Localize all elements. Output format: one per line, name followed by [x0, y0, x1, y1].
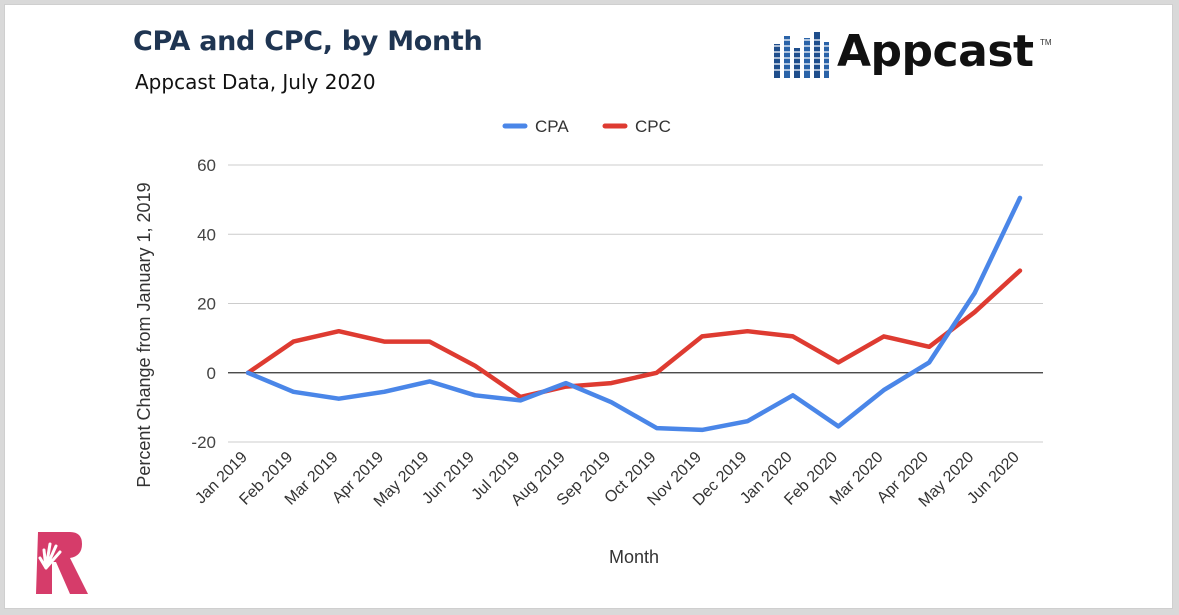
y-tick-label: 20 [197, 295, 216, 314]
y-tick-label: 40 [197, 225, 216, 244]
legend-label-cpc: CPC [635, 117, 671, 136]
chart-subtitle: Appcast Data, July 2020 [135, 70, 376, 94]
series-line-cpc [245, 268, 1023, 400]
y-tick-label: 0 [207, 364, 216, 383]
hand-logo-icon [36, 532, 88, 594]
series-line-cpa [245, 195, 1023, 433]
appcast-logo-text: Appcast [837, 26, 1034, 77]
legend-label-cpa: CPA [535, 117, 569, 136]
x-axis-title: Month [609, 547, 659, 567]
appcast-bars-icon [772, 32, 830, 78]
logo-trademark: TM [1040, 38, 1052, 47]
y-tick-label: -20 [191, 433, 216, 452]
y-tick-label: 60 [197, 156, 216, 175]
series-lines [245, 195, 1023, 433]
chart-title: CPA and CPC, by Month [133, 26, 483, 57]
y-axis-title: Percent Change from January 1, 2019 [134, 182, 154, 487]
grid-lines [228, 164, 1043, 443]
legend: CPA CPC [502, 117, 671, 136]
